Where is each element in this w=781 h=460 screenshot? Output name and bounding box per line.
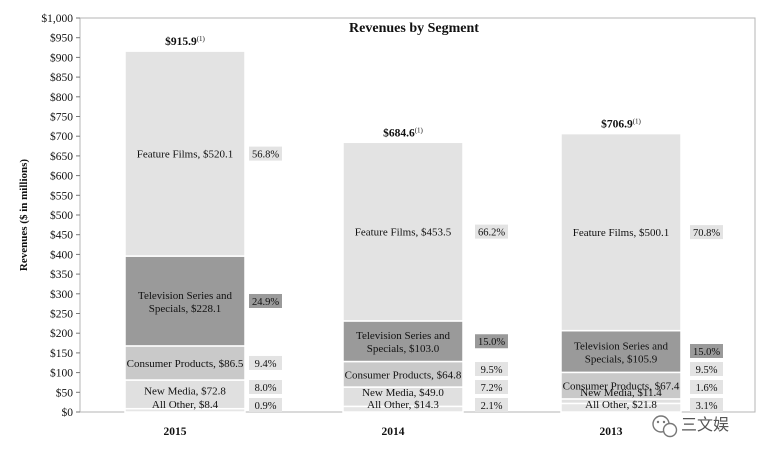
category-label: 2015 bbox=[164, 426, 187, 438]
pct-box bbox=[249, 355, 282, 370]
pct-box bbox=[475, 398, 508, 412]
y-tick-label: $750 bbox=[50, 111, 73, 124]
pct-label: 70.8% bbox=[693, 228, 720, 239]
y-tick-label: $1,000 bbox=[41, 12, 73, 25]
y-axis-label: Revenues ($ in millions) bbox=[18, 159, 30, 271]
bar-segment bbox=[124, 379, 246, 410]
pct-label: 3.1% bbox=[696, 401, 718, 412]
category-labels: 2015 2014 2013 bbox=[164, 426, 623, 438]
pct-box bbox=[249, 380, 282, 394]
y-tick-label: $50 bbox=[56, 386, 74, 399]
y-tick-label: $250 bbox=[50, 308, 73, 321]
pct-label: 0.9% bbox=[255, 401, 277, 412]
segment-label: Television Series and Specials, $228.1 bbox=[138, 290, 232, 315]
pct-label: 9.5% bbox=[696, 365, 718, 376]
chart-title: Revenues by Segment bbox=[349, 21, 479, 36]
segment-label: Feature Films, $500.1 bbox=[573, 227, 670, 239]
pct-box bbox=[475, 334, 508, 349]
bar-segment bbox=[342, 141, 464, 322]
segment-label: Consumer Products, $86.5 bbox=[127, 358, 244, 370]
y-tick-label: $850 bbox=[50, 71, 73, 84]
segment-label: All Other, $8.4 bbox=[152, 399, 219, 411]
bar-segment bbox=[124, 50, 246, 257]
total-label: $706.9(1) bbox=[601, 117, 641, 130]
segment-label: Feature Films, $453.5 bbox=[355, 227, 452, 239]
y-tick-label: $650 bbox=[50, 150, 73, 163]
pct-box bbox=[475, 224, 508, 239]
y-tick-label: $100 bbox=[50, 367, 73, 380]
pct-box bbox=[690, 225, 723, 240]
pct-label: 7.2% bbox=[481, 383, 503, 394]
pct-box bbox=[690, 398, 723, 412]
y-tick-label: $300 bbox=[50, 288, 73, 301]
total-footnote: (1) bbox=[197, 35, 206, 43]
pct-box bbox=[690, 362, 723, 376]
y-tick-label: $900 bbox=[50, 51, 73, 64]
bar-segment bbox=[560, 371, 682, 400]
y-tick-label: $0 bbox=[62, 406, 74, 419]
y-tick-label: $150 bbox=[50, 347, 73, 360]
y-tick-label: $800 bbox=[50, 91, 73, 104]
pct-box bbox=[475, 380, 508, 394]
segment-label: Consumer Products, $67.4 bbox=[563, 381, 680, 393]
segment-label: Television Series and Specials, $105.9 bbox=[574, 341, 668, 366]
segment-label: Television Series and Specials, $103.0 bbox=[356, 330, 450, 355]
total-value: $915.9 bbox=[165, 35, 197, 48]
pct-box bbox=[249, 293, 282, 308]
bar-segment bbox=[560, 132, 682, 332]
total-label: $684.6(1) bbox=[383, 126, 423, 139]
segment-label: Consumer Products, $64.8 bbox=[345, 369, 462, 381]
segment-label: All Other, $21.8 bbox=[585, 399, 657, 411]
total-value: $706.9 bbox=[601, 117, 633, 130]
pct-label: 9.5% bbox=[481, 365, 503, 376]
category-label: 2013 bbox=[600, 426, 623, 438]
total-value: $684.6 bbox=[383, 126, 415, 139]
pct-label: 56.8% bbox=[252, 150, 279, 161]
pct-label: 1.6% bbox=[696, 383, 718, 394]
bar-segment bbox=[342, 320, 464, 363]
total-footnote: (1) bbox=[415, 126, 424, 134]
y-tick-label: $450 bbox=[50, 229, 73, 242]
category-label: 2014 bbox=[382, 426, 405, 438]
pct-label: 8.0% bbox=[255, 383, 277, 394]
y-tick-label: $350 bbox=[50, 268, 73, 281]
bars: All Other, $8.4 New Media, $72.8 Consumer … bbox=[124, 35, 723, 413]
bar-segment bbox=[124, 345, 246, 381]
pct-box bbox=[475, 362, 508, 376]
pct-box bbox=[249, 146, 282, 161]
y-axis-ticks: $0 $50 $100 $150 $200 $250 $300 $350 $400 $450 $50… bbox=[41, 12, 80, 419]
pct-label: 15.0% bbox=[693, 347, 720, 358]
y-tick-label: $400 bbox=[50, 248, 73, 261]
segment-label: New Media, $49.0 bbox=[362, 387, 444, 399]
pct-label: 9.4% bbox=[255, 359, 277, 370]
pct-box bbox=[249, 398, 282, 412]
pct-label: 66.2% bbox=[478, 228, 505, 239]
bar-segment bbox=[560, 329, 682, 374]
segment-label: Feature Films, $520.1 bbox=[137, 149, 234, 161]
pct-label: 2.1% bbox=[481, 401, 503, 412]
watermark-text: 三文娱 bbox=[681, 415, 729, 434]
segment-label: All Other, $14.3 bbox=[367, 399, 439, 411]
y-tick-label: $500 bbox=[50, 209, 73, 222]
watermark: 三文娱 bbox=[652, 415, 729, 438]
segment-label: New Media, $72.8 bbox=[144, 385, 226, 397]
pct-label: 24.9% bbox=[252, 297, 279, 308]
y-tick-label: $550 bbox=[50, 189, 73, 202]
y-tick-label: $700 bbox=[50, 130, 73, 143]
y-tick-label: $600 bbox=[50, 170, 73, 183]
total-label: $915.9(1) bbox=[165, 35, 205, 48]
segment-label: New Media, $11.4 bbox=[580, 387, 662, 399]
wechat-icon bbox=[652, 415, 678, 438]
total-footnote: (1) bbox=[633, 117, 642, 125]
pct-box bbox=[690, 344, 723, 358]
y-tick-label: $950 bbox=[50, 32, 73, 45]
pct-label: 15.0% bbox=[478, 337, 505, 348]
pct-box bbox=[690, 380, 723, 394]
y-tick-label: $200 bbox=[50, 327, 73, 340]
bar-stack: All Other, $8.4 New Media, $72.8 Consumer … bbox=[124, 35, 282, 413]
